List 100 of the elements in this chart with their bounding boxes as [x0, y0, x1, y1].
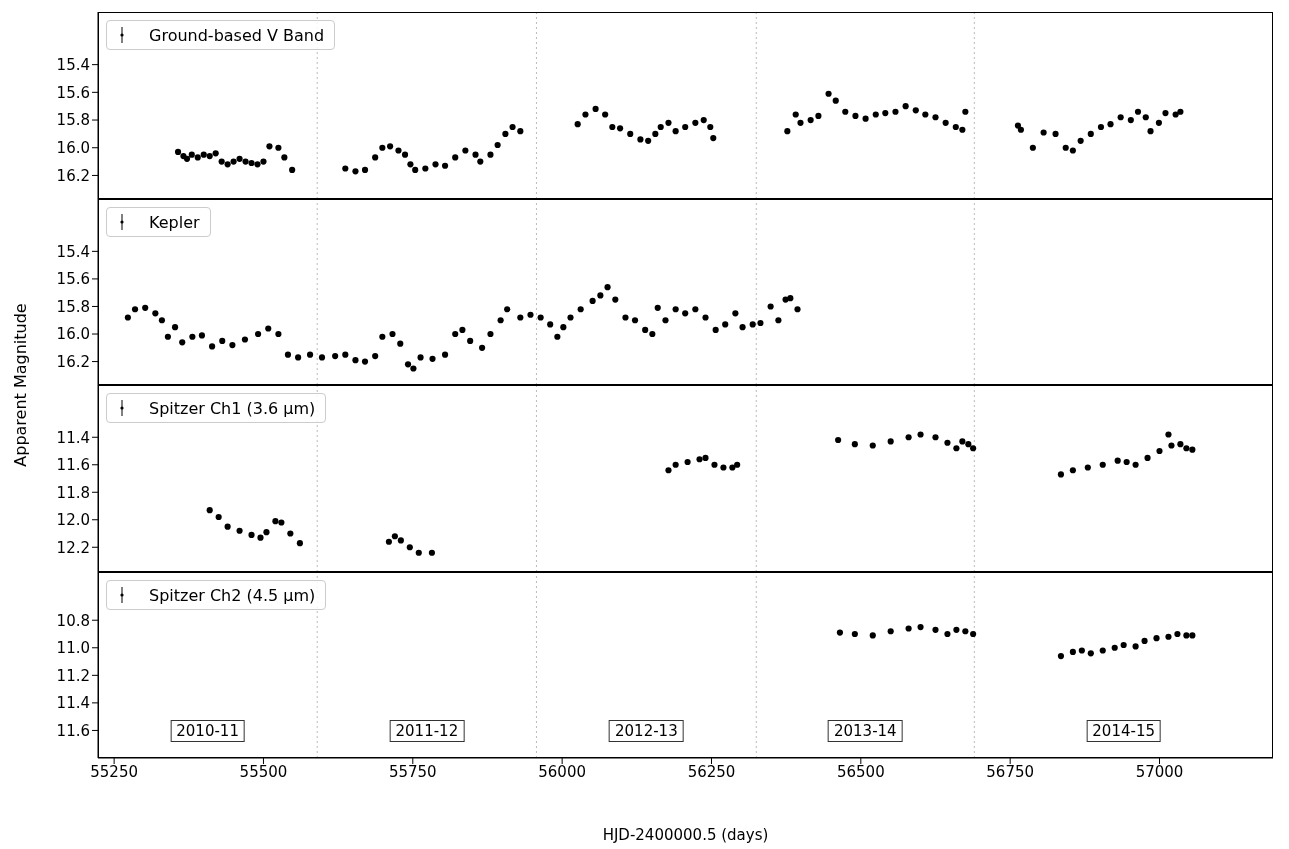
annotation: 2011-12	[389, 720, 465, 742]
point	[1069, 648, 1076, 655]
point	[932, 626, 939, 633]
y-tick-label: 11.4	[56, 694, 90, 713]
point	[1084, 464, 1091, 471]
x-tick-label: 56500	[836, 762, 885, 781]
point	[887, 628, 894, 635]
point	[215, 513, 222, 521]
point	[684, 458, 691, 466]
point	[1141, 637, 1148, 644]
point	[1099, 647, 1106, 654]
point	[224, 523, 231, 530]
y-tick-label: 15.4	[56, 242, 90, 261]
point	[711, 461, 718, 468]
annotation: 2014-15	[1086, 720, 1161, 742]
point	[917, 431, 924, 438]
y-tick-label: 12.2	[56, 538, 90, 557]
point	[729, 464, 736, 471]
point	[272, 518, 279, 525]
point	[953, 445, 960, 452]
point	[415, 549, 422, 556]
point	[1132, 643, 1139, 650]
point	[836, 629, 844, 636]
x-tick-label: 55750	[388, 762, 437, 781]
point	[905, 625, 912, 632]
y-tick-label: 15.6	[56, 270, 90, 289]
point	[257, 534, 264, 541]
legend-label: Spitzer Ch1 (3.6 μm)	[149, 398, 316, 418]
point	[665, 467, 672, 474]
point	[391, 533, 398, 540]
point	[720, 464, 727, 471]
point	[397, 537, 404, 544]
x-tick-label: 56000	[538, 762, 587, 781]
point	[1183, 632, 1190, 639]
annotation: 2010-11	[170, 720, 245, 742]
point	[428, 549, 436, 556]
point	[1165, 431, 1172, 438]
annotation: 2013-14	[827, 720, 903, 742]
point	[1087, 650, 1094, 657]
x-tick-label: 57000	[1135, 762, 1184, 781]
y-tick-label: 11.6	[56, 456, 90, 475]
y-tick-label: 15.6	[56, 83, 90, 102]
point	[1177, 441, 1184, 448]
point	[944, 630, 951, 638]
y-tick-label: 11.8	[56, 483, 90, 502]
legend-label: Spitzer Ch2 (4.5 μm)	[149, 585, 316, 605]
y-tick-label: 11.4	[56, 428, 90, 447]
point	[1057, 471, 1065, 478]
y-tick-label: 15.4	[56, 55, 90, 74]
point	[851, 630, 858, 638]
point	[1069, 467, 1076, 474]
point	[869, 442, 876, 449]
point	[1057, 652, 1065, 660]
point	[672, 461, 679, 468]
point	[887, 438, 894, 445]
y-tick-label: 16.0	[56, 139, 90, 158]
point	[953, 626, 960, 633]
x-axis-title: HJD-2400000.5 (days)	[602, 826, 769, 844]
point	[917, 624, 924, 631]
point	[1114, 457, 1121, 464]
point	[406, 544, 413, 551]
point	[1111, 644, 1118, 651]
point	[851, 441, 858, 448]
y-tick-label: 16.0	[56, 325, 90, 344]
point	[236, 527, 243, 534]
point	[1174, 630, 1181, 638]
point	[734, 461, 741, 468]
point	[965, 441, 972, 448]
point	[1168, 442, 1175, 449]
point	[1132, 461, 1139, 468]
y-tick-label: 11.6	[56, 721, 90, 740]
point	[206, 507, 213, 514]
y-tick-label: 15.8	[56, 111, 90, 130]
point	[1144, 454, 1151, 461]
point	[1189, 446, 1196, 453]
x-tick-label: 56250	[687, 762, 736, 781]
point	[248, 531, 255, 538]
point	[970, 630, 977, 638]
point	[970, 445, 977, 452]
point	[287, 530, 294, 537]
x-tick-label: 55500	[239, 762, 288, 781]
point	[959, 438, 966, 445]
point	[1153, 635, 1160, 642]
point	[696, 456, 703, 463]
y-tick-label: 16.2	[56, 352, 90, 371]
point	[869, 632, 876, 639]
x-tick-label: 56750	[986, 762, 1035, 781]
point	[1189, 632, 1196, 639]
point	[1183, 445, 1190, 452]
point	[962, 628, 969, 635]
y-tick-label: 10.8	[56, 611, 90, 630]
point	[296, 540, 303, 547]
point	[263, 529, 270, 536]
point	[905, 434, 912, 441]
point	[1099, 461, 1106, 468]
point	[944, 439, 951, 446]
point	[1123, 458, 1130, 466]
y-tick-label: 11.0	[56, 639, 90, 658]
y-tick-label: 15.8	[56, 297, 90, 316]
y-tick-label: 11.2	[56, 666, 90, 685]
